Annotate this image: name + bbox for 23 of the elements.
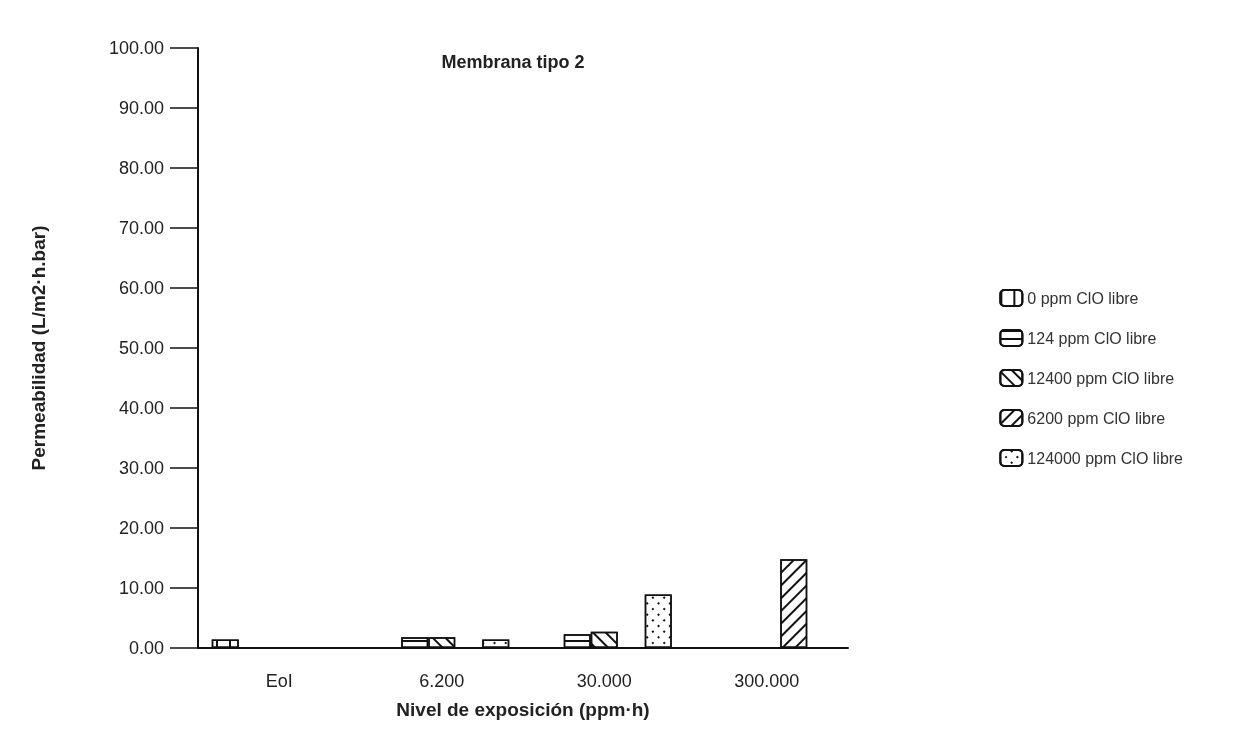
x-tick-label: EoI xyxy=(265,671,293,691)
legend-label: 0 ppm ClO libre xyxy=(1027,289,1139,307)
chart-title: Membrana tipo 2 xyxy=(441,52,585,72)
y-tick-label: 40.00 xyxy=(118,398,164,418)
y-axis-title: Permeabilidad (L/m2·h.bar) xyxy=(28,225,49,471)
y-tick-label: 0.00 xyxy=(128,638,164,658)
x-tick-label: 30.000 xyxy=(576,671,632,691)
y-tick-label: 60.00 xyxy=(118,278,164,298)
y-tick-label: 80.00 xyxy=(118,158,164,178)
legend-label: 124 ppm ClO libre xyxy=(1027,329,1157,347)
y-tick-label: 90.00 xyxy=(118,98,164,118)
x-tick-label: 6.200 xyxy=(419,671,465,691)
legend-label: 12400 ppm ClO libre xyxy=(1027,369,1175,387)
y-tick-label: 70.00 xyxy=(118,218,164,238)
legend-label: 124000 ppm ClO libre xyxy=(1027,449,1184,467)
y-tick-label: 100.00 xyxy=(108,38,164,58)
y-tick-label: 20.00 xyxy=(118,518,164,538)
y-tick-label: 50.00 xyxy=(118,338,164,358)
y-tick-label: 30.00 xyxy=(118,458,164,478)
y-tick-label: 10.00 xyxy=(118,578,164,598)
legend-label: 6200 ppm ClO libre xyxy=(1027,409,1166,427)
x-tick-label: 300.000 xyxy=(734,671,800,691)
x-axis-title: Nivel de exposición (ppm·h) xyxy=(396,699,650,720)
